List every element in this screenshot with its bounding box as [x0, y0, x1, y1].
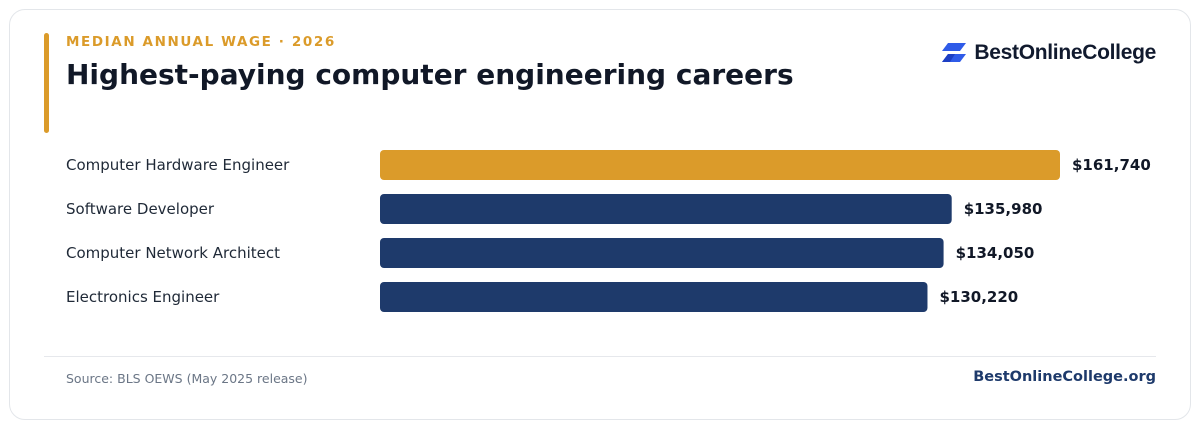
bestonlinecollege-logo-icon	[942, 43, 967, 62]
value-label: $135,980	[964, 200, 1043, 218]
category-label: Software Developer	[66, 200, 215, 218]
chart-title: Highest-paying computer engineering care…	[66, 58, 794, 91]
footer-divider	[44, 356, 1156, 357]
accent-bar	[44, 33, 49, 133]
brand-logo: BestOnlineCollege	[942, 40, 1156, 66]
logo-text: BestOnlineCollege	[974, 41, 1156, 64]
category-label: Electronics Engineer	[66, 288, 220, 306]
footer-brand-link[interactable]: BestOnlineCollege.org	[973, 369, 1156, 385]
value-label: $130,220	[939, 288, 1018, 306]
bar	[380, 238, 944, 268]
category-label: Computer Hardware Engineer	[66, 156, 290, 174]
source-note: Source: BLS OEWS (May 2025 release)	[66, 371, 308, 386]
value-label: $161,740	[1072, 156, 1151, 174]
value-label: $134,050	[956, 244, 1035, 262]
bar	[380, 282, 928, 312]
bar	[380, 150, 1060, 180]
category-label: Computer Network Architect	[66, 244, 280, 262]
chart-eyebrow: MEDIAN ANNUAL WAGE · 2026	[66, 34, 336, 50]
bar	[380, 194, 952, 224]
